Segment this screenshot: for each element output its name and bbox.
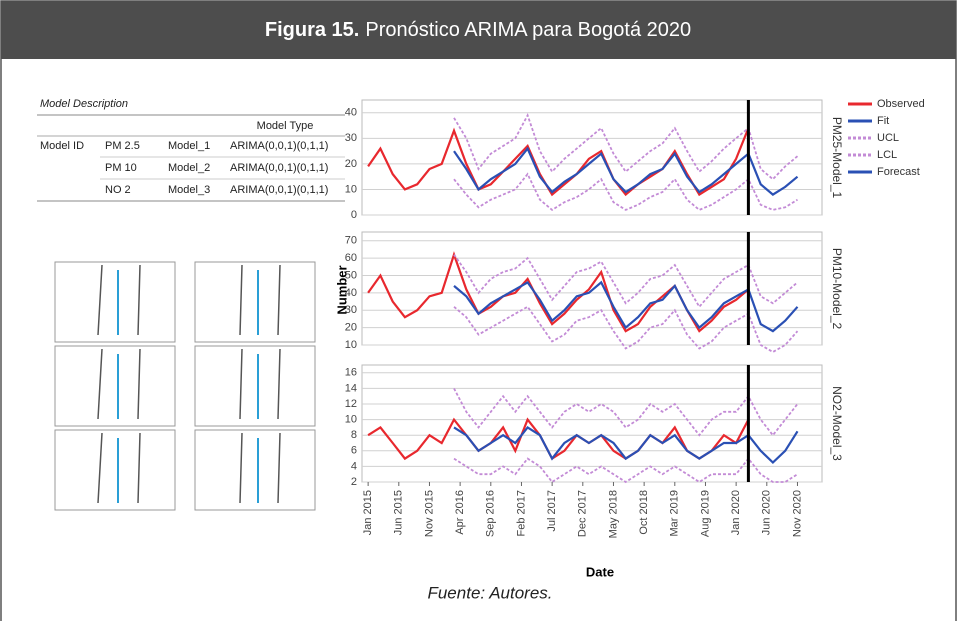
y-tick-label: 10	[345, 414, 357, 426]
x-tick-label: Jul 2017	[546, 490, 558, 532]
caption: Fuente: Autores.	[427, 583, 552, 602]
series-line	[747, 430, 799, 465]
y-tick-label: 14	[345, 382, 357, 394]
x-tick-label: May 2018	[607, 490, 619, 538]
y-tick-label: 10	[345, 339, 357, 351]
legend-label: Observed	[877, 98, 925, 110]
header-label: Figura 15.	[265, 19, 359, 41]
x-tick-label: Mar 2019	[669, 490, 681, 536]
confidence-bounds	[97, 264, 281, 504]
legend-label: Fit	[877, 115, 889, 127]
series-line	[453, 280, 749, 330]
x-tick-label: Aug 2019	[699, 490, 711, 537]
y-tick-label: 40	[345, 287, 357, 299]
y-tick-label: 40	[345, 107, 357, 119]
y-tick-label: 10	[345, 183, 357, 195]
y-tick-label: 70	[345, 235, 357, 247]
y-tick-label: 6	[351, 445, 357, 457]
x-tick-label: Jan 2015	[362, 490, 374, 535]
model-table: Model Description Model Type Model ID PM…	[37, 98, 345, 202]
acf-panel	[54, 429, 176, 511]
y-tick-label: 2	[351, 476, 357, 488]
residual-panels	[54, 261, 316, 511]
table-cell: ARIMA(0,0,1)(0,1,1)	[230, 140, 328, 152]
y-tick-label: 16	[345, 367, 357, 379]
y-tick-label: 8	[351, 429, 357, 441]
legend-label: LCL	[877, 149, 897, 161]
acf-axis	[117, 270, 259, 503]
acf-panel	[54, 261, 176, 343]
y-tick-label: 30	[345, 132, 357, 144]
column-header: Model Type	[257, 120, 314, 132]
series-line	[453, 457, 798, 484]
y-tick-label: 20	[345, 322, 357, 334]
charts: 0 10 20 30 40 PM25-Model_1 Observed Fit UCL LCL Fo…	[334, 98, 924, 580]
series-line	[367, 127, 750, 197]
y-tick-label: 50	[345, 269, 357, 281]
series-line	[453, 146, 750, 194]
series-line	[453, 172, 798, 212]
series-line	[747, 153, 799, 196]
x-tick-label: Apr 2016	[454, 490, 466, 535]
panel-label: PM25-Model_1	[830, 117, 844, 199]
x-tick-label: Jun 2015	[393, 490, 405, 535]
x-tick-label: Sep 2016	[485, 490, 497, 537]
series-line	[453, 305, 799, 354]
legend-label: UCL	[877, 132, 899, 144]
header-title: Pronóstico ARIMA para Bogotá 2020	[365, 19, 691, 41]
table-cell: PM 10	[105, 162, 137, 174]
y-tick-label: 4	[351, 460, 357, 472]
table-cell: NO 2	[105, 184, 131, 196]
table-body: PM 2.5 Model_1 ARIMA(0,0,1)(0,1,1) PM 10 Mod…	[105, 140, 328, 196]
acf-panel	[54, 345, 176, 427]
y-tick-label: 20	[345, 158, 357, 170]
acf-panel	[194, 345, 316, 427]
x-tick-label: Oct 2018	[638, 490, 650, 535]
series-line	[453, 254, 799, 309]
x-tick-label: Jan 2020	[730, 490, 742, 535]
series-line	[453, 113, 799, 181]
table-cell: ARIMA(0,0,1)(0,1,1)	[230, 184, 328, 196]
y-tick-label: 12	[345, 398, 357, 410]
table-cell: Model_3	[168, 184, 210, 196]
header-bar	[1, 1, 956, 59]
series-line	[747, 289, 799, 333]
table-cell: ARIMA(0,0,1)(0,1,1)	[230, 162, 328, 174]
y-tick-label: 60	[345, 252, 357, 264]
table-cell: PM 2.5	[105, 140, 140, 152]
table-title: Model Description	[40, 98, 128, 110]
y-tick-label: 30	[345, 304, 357, 316]
table-cell: Model_1	[168, 140, 210, 152]
x-tick-label: Feb 2017	[515, 490, 527, 536]
x-tick-label: Nov 2015	[423, 490, 435, 537]
x-tick-label: Dec 2017	[577, 490, 589, 537]
acf-panel	[194, 429, 316, 511]
x-tick-label: Jun 2020	[761, 490, 773, 535]
x-axis-label: Date	[586, 564, 614, 579]
panel-label: NO2-Model_3	[830, 386, 844, 461]
y-axis-label: Number	[334, 265, 349, 314]
series-line	[453, 425, 749, 461]
header-text: Figura 15. Pronóstico ARIMA para Bogotá 2…	[265, 19, 691, 41]
panel-label: PM10-Model_2	[830, 248, 844, 330]
x-tick-label: Nov 2020	[791, 490, 803, 537]
legend-label: Forecast	[877, 166, 920, 178]
acf-panel	[194, 261, 316, 343]
row-header: Model ID	[40, 140, 84, 152]
table-cell: Model_2	[168, 162, 210, 174]
y-tick-label: 0	[351, 209, 357, 221]
